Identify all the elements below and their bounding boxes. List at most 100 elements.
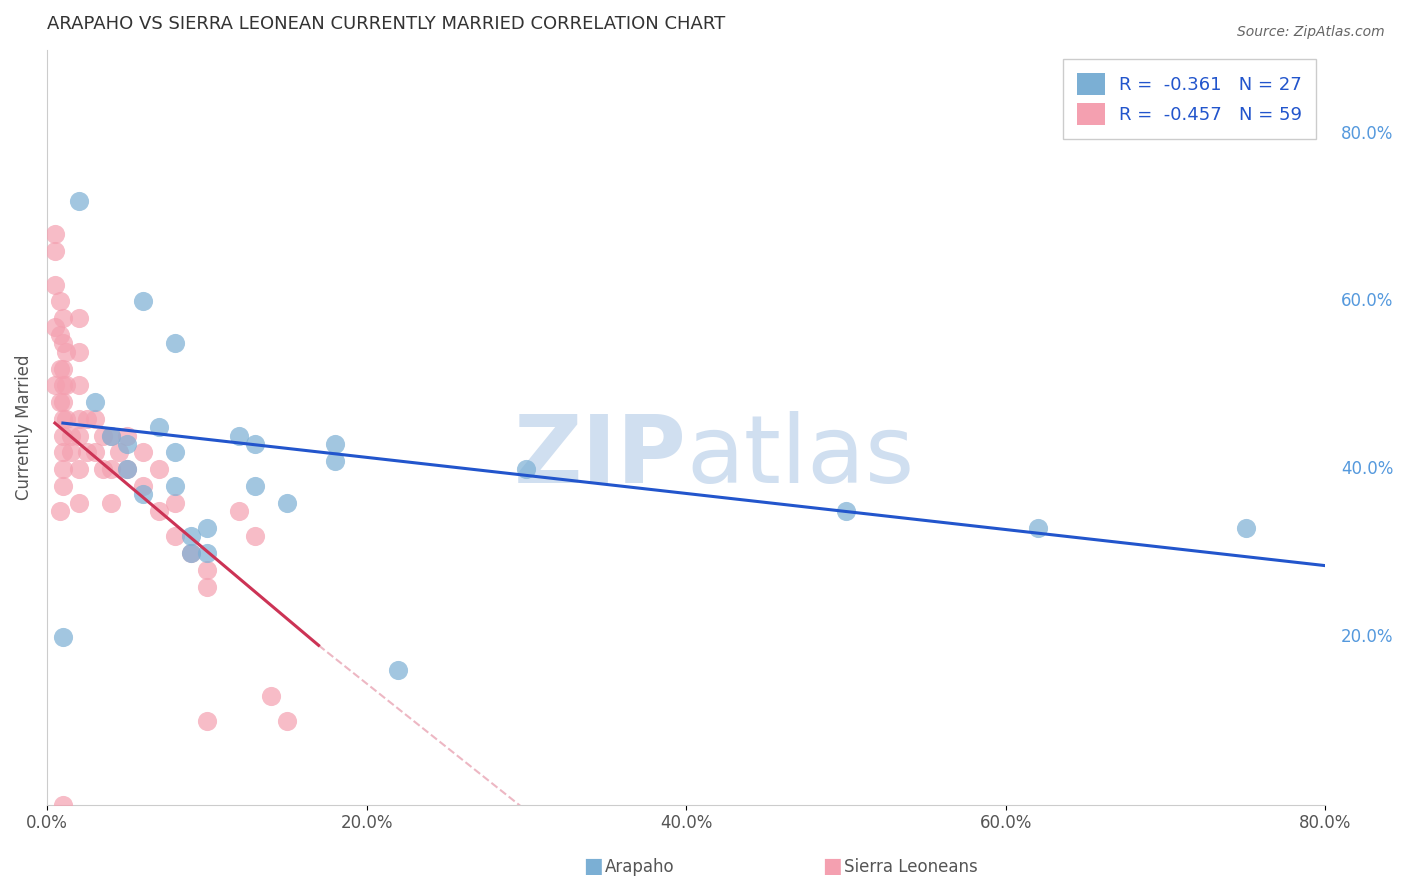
Text: Arapaho: Arapaho: [605, 858, 675, 876]
Point: [195, 546, 218, 560]
Point: [52, 412, 75, 426]
Point: [100, 462, 122, 476]
Point: [91, 428, 114, 442]
Text: 60.0%: 60.0%: [1341, 293, 1393, 310]
Point: [132, 294, 155, 309]
Point: [44, 244, 66, 259]
Point: [163, 496, 186, 510]
Text: 80.0%: 80.0%: [1341, 125, 1393, 143]
Point: [67, 344, 90, 359]
Point: [387, 664, 409, 678]
Point: [323, 437, 346, 451]
Point: [276, 714, 298, 728]
Point: [44, 378, 66, 392]
Point: [100, 496, 122, 510]
Point: [107, 445, 129, 459]
Point: [67, 412, 90, 426]
Point: [228, 428, 250, 442]
Point: [1026, 521, 1049, 535]
Point: [100, 428, 122, 442]
Point: [148, 462, 170, 476]
Text: atlas: atlas: [686, 411, 914, 503]
Point: [48, 328, 70, 343]
Text: 40.0%: 40.0%: [1341, 460, 1393, 478]
Point: [52, 630, 75, 644]
Point: [515, 462, 537, 476]
Point: [195, 521, 218, 535]
Point: [243, 479, 266, 493]
Point: [132, 445, 155, 459]
Point: [55, 412, 77, 426]
Text: ■: ■: [823, 856, 842, 876]
Point: [44, 277, 66, 292]
Point: [148, 420, 170, 434]
Text: ZIP: ZIP: [513, 411, 686, 503]
Legend: R =  -0.361   N = 27, R =  -0.457   N = 59: R = -0.361 N = 27, R = -0.457 N = 59: [1063, 59, 1316, 139]
Point: [83, 412, 105, 426]
Point: [148, 504, 170, 518]
Point: [243, 437, 266, 451]
Point: [180, 546, 202, 560]
Point: [67, 462, 90, 476]
Point: [52, 395, 75, 409]
Point: [835, 504, 858, 518]
Point: [76, 445, 98, 459]
Point: [115, 462, 138, 476]
Text: ■: ■: [583, 856, 603, 876]
Point: [44, 227, 66, 242]
Point: [52, 428, 75, 442]
Point: [59, 445, 82, 459]
Point: [67, 496, 90, 510]
Point: [243, 529, 266, 543]
Point: [52, 479, 75, 493]
Point: [67, 194, 90, 208]
Point: [163, 479, 186, 493]
Point: [76, 412, 98, 426]
Point: [52, 445, 75, 459]
Point: [163, 336, 186, 351]
Point: [276, 496, 298, 510]
Point: [132, 479, 155, 493]
Point: [180, 529, 202, 543]
Point: [100, 428, 122, 442]
Y-axis label: Currently Married: Currently Married: [15, 354, 32, 500]
Text: Sierra Leoneans: Sierra Leoneans: [844, 858, 977, 876]
Point: [67, 378, 90, 392]
Point: [48, 294, 70, 309]
Point: [44, 319, 66, 334]
Point: [52, 462, 75, 476]
Point: [195, 714, 218, 728]
Point: [55, 378, 77, 392]
Point: [55, 344, 77, 359]
Point: [83, 395, 105, 409]
Point: [132, 487, 155, 501]
Point: [52, 336, 75, 351]
Point: [228, 504, 250, 518]
Point: [115, 437, 138, 451]
Point: [52, 378, 75, 392]
Text: 20.0%: 20.0%: [1341, 628, 1393, 646]
Point: [67, 311, 90, 326]
Point: [83, 445, 105, 459]
Point: [52, 311, 75, 326]
Point: [195, 580, 218, 594]
Point: [91, 462, 114, 476]
Point: [48, 395, 70, 409]
Point: [48, 504, 70, 518]
Point: [180, 546, 202, 560]
Point: [115, 462, 138, 476]
Point: [163, 445, 186, 459]
Text: Source: ZipAtlas.com: Source: ZipAtlas.com: [1237, 25, 1385, 39]
Point: [115, 428, 138, 442]
Point: [67, 428, 90, 442]
Point: [48, 361, 70, 376]
Text: ARAPAHO VS SIERRA LEONEAN CURRENTLY MARRIED CORRELATION CHART: ARAPAHO VS SIERRA LEONEAN CURRENTLY MARR…: [46, 15, 725, 33]
Point: [1234, 521, 1257, 535]
Point: [323, 454, 346, 468]
Point: [259, 689, 281, 703]
Point: [52, 361, 75, 376]
Point: [195, 563, 218, 577]
Point: [163, 529, 186, 543]
Point: [59, 428, 82, 442]
Point: [52, 797, 75, 812]
